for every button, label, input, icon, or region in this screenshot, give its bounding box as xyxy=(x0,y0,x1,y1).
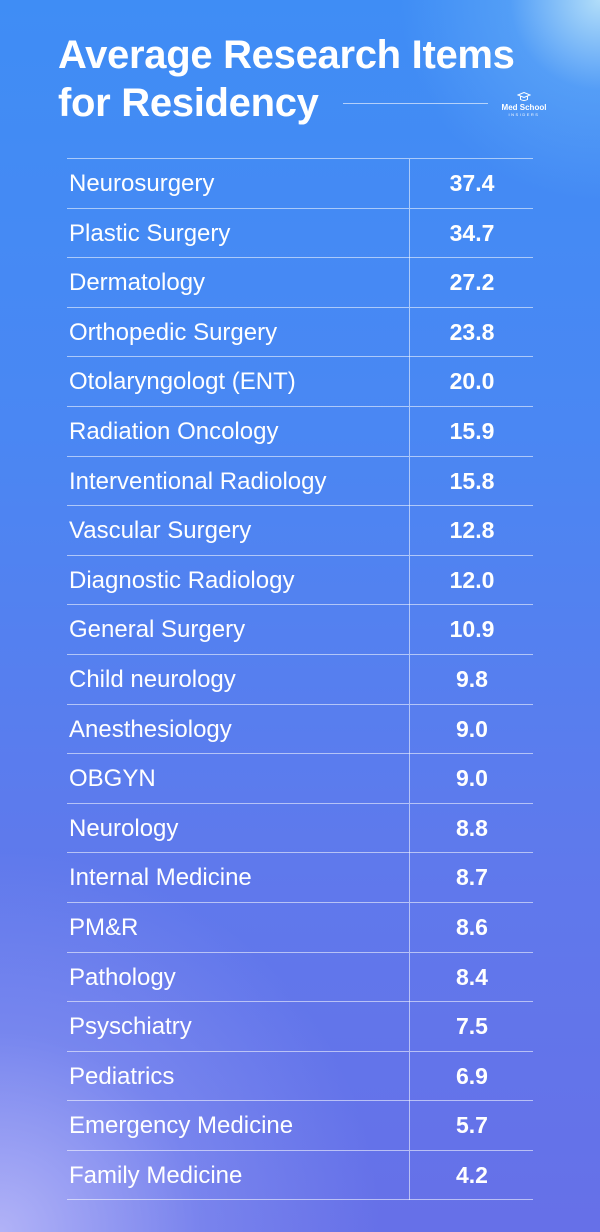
table-row: Interventional Radiology 15.8 xyxy=(67,456,534,507)
specialty: Interventional Radiology xyxy=(69,467,327,495)
specialty: Pediatrics xyxy=(69,1062,175,1090)
specialty: Otolaryngologt (ENT) xyxy=(69,368,296,396)
specialty: Orthopedic Surgery xyxy=(69,318,278,346)
logo: Med School INSIDERS xyxy=(496,92,552,118)
table-row: Internal Medicine 8.7 xyxy=(67,853,533,903)
table-row: Emergency Medicine 5.7 xyxy=(67,1101,533,1151)
table-row: General Surgery 10.9 xyxy=(67,605,533,655)
research-items: 23.8 xyxy=(409,307,534,357)
research-items: 7.5 xyxy=(409,1002,534,1052)
research-items: 4.2 xyxy=(409,1150,534,1200)
table-row: Otolaryngologt (ENT) 20.0 xyxy=(67,357,533,407)
specialty: PM&R xyxy=(69,913,139,941)
table-row: OBGYN 9.0 xyxy=(67,754,533,804)
research-items: 9.8 xyxy=(409,654,534,704)
table-row: Neurosurgery 37.4 xyxy=(67,159,533,209)
research-items: 10.9 xyxy=(409,605,534,655)
table-row: Psyschiatry 7.5 xyxy=(67,1002,533,1052)
research-items: 9.0 xyxy=(409,704,534,754)
specialty: Child neurology xyxy=(69,665,236,693)
research-items: 12.0 xyxy=(409,555,534,605)
table-row: Pathology 8.4 xyxy=(67,952,534,1003)
research-items: 5.7 xyxy=(409,1101,534,1151)
specialty: Plastic Surgery xyxy=(69,219,231,247)
table: Neurosurgery 37.4 Plastic Surgery 34.7 Derma… xyxy=(67,158,534,1201)
research-items: 20.0 xyxy=(409,357,534,407)
table-row: Plastic Surgery 34.7 xyxy=(67,208,534,259)
specialty: Emergency Medicine xyxy=(69,1112,294,1140)
table-row: Radiation Oncology 15.9 xyxy=(67,406,534,457)
table-row: Anesthesiology 9.0 xyxy=(67,704,534,755)
specialty: OBGYN xyxy=(69,765,156,793)
logo-subtext: INSIDERS xyxy=(508,112,540,117)
specialty: Internal Medicine xyxy=(69,864,252,892)
table-row: Pediatrics 6.9 xyxy=(67,1051,534,1102)
logo-icon xyxy=(517,92,531,101)
research-items: 8.4 xyxy=(409,952,534,1002)
research-items: 8.6 xyxy=(409,902,534,952)
table-row: Neurology 8.8 xyxy=(67,803,534,854)
table-row: Family Medicine 4.2 xyxy=(67,1150,534,1201)
specialty: Neurosurgery xyxy=(69,170,215,197)
specialty: Family Medicine xyxy=(69,1161,243,1189)
research-items: 15.8 xyxy=(409,456,534,506)
logo-text: Med School xyxy=(501,103,547,112)
table-row: PM&R 8.6 xyxy=(67,902,534,953)
research-items: 27.2 xyxy=(409,258,534,308)
research-items: 8.7 xyxy=(409,853,534,903)
research-items: 12.8 xyxy=(409,506,534,556)
specialty: Vascular Surgery xyxy=(69,517,252,545)
research-items: 37.4 xyxy=(409,159,534,208)
specialty: Pathology xyxy=(69,963,176,991)
table-row: Diagnostic Radiology 12.0 xyxy=(67,555,534,606)
specialty: Radiation Oncology xyxy=(69,417,279,445)
table-row: Dermatology 27.2 xyxy=(67,258,533,308)
research-items: 9.0 xyxy=(409,754,534,804)
research-items: 8.8 xyxy=(409,803,534,853)
research-items: 6.9 xyxy=(409,1051,534,1101)
specialty: Diagnostic Radiology xyxy=(69,566,295,594)
research-items: 34.7 xyxy=(409,208,534,258)
table-row: Child neurology 9.8 xyxy=(67,654,534,705)
table-row: Orthopedic Surgery 23.8 xyxy=(67,307,534,358)
specialty: Anesthesiology xyxy=(69,715,232,743)
specialty: General Surgery xyxy=(69,616,246,644)
title-line: for Residency xyxy=(58,81,319,125)
title-line: Average Research Items xyxy=(58,33,515,77)
research-items: 15.9 xyxy=(409,406,534,456)
specialty: Dermatology xyxy=(69,269,206,297)
table-row: Vascular Surgery 12.8 xyxy=(67,506,533,556)
specialty: Neurology xyxy=(69,814,179,842)
title-rule xyxy=(343,103,488,104)
specialty: Psyschiatry xyxy=(69,1013,192,1041)
